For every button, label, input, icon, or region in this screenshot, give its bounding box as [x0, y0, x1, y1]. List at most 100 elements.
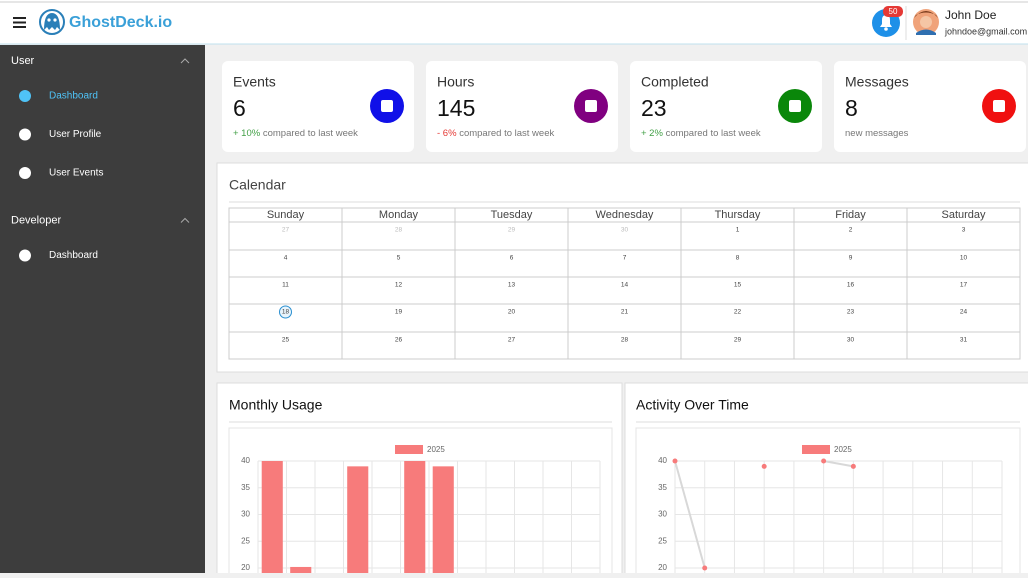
calendar-day[interactable]: 3 [962, 227, 966, 234]
calendar-day[interactable]: 17 [960, 282, 968, 289]
y-tick-label: 25 [241, 536, 250, 545]
calendar-day[interactable]: 12 [395, 282, 403, 289]
legend-label: 2025 [834, 445, 852, 454]
user-email: johndoe@gmail.com [944, 26, 1027, 36]
calendar-day[interactable]: 14 [621, 282, 629, 289]
menu-icon [19, 90, 31, 102]
stat-note-text: compared to last week [666, 128, 761, 139]
notification-count: 50 [889, 7, 898, 16]
y-tick-label: 35 [658, 483, 667, 492]
bar [347, 466, 369, 574]
menu-button[interactable] [13, 17, 26, 28]
calendar-day[interactable]: 8 [736, 255, 740, 262]
stat-change: + 10% [233, 128, 261, 139]
calendar-day[interactable]: 29 [734, 337, 742, 344]
calendar-day[interactable]: 27 [508, 337, 516, 344]
stat-note: new messages [845, 128, 909, 139]
calendar-day[interactable]: 5 [397, 255, 401, 262]
calendar-day[interactable]: 21 [621, 309, 629, 316]
stat-note: + 2% compared to last week [641, 128, 761, 139]
sidebar-menu: User Dashboard User Profile User Events Deve… [11, 55, 190, 262]
sidebar [0, 45, 205, 573]
calendar-day[interactable]: 13 [508, 282, 516, 289]
calendar-day[interactable]: 20 [508, 309, 516, 316]
weekday: Tuesday [491, 209, 533, 221]
point [850, 463, 856, 469]
calendar-day[interactable]: 27 [282, 227, 290, 234]
y-tick-label: 40 [241, 456, 250, 465]
menu-item[interactable]: Dashboard [49, 91, 98, 102]
calendar-day[interactable]: 1 [736, 227, 740, 234]
chart-title: Monthly Usage [229, 397, 323, 413]
logo-icon[interactable] [39, 9, 65, 35]
calendar-grid: Sunday Monday Tuesday Wednesday Thursday Frid… [228, 207, 1021, 360]
calendar-day[interactable]: 22 [734, 309, 742, 316]
weekday: Sunday [267, 209, 305, 221]
collapse-icon[interactable] [180, 217, 190, 223]
stat-icon-glyph [789, 100, 801, 112]
stat-value: 23 [641, 95, 667, 121]
calendar-day[interactable]: 23 [847, 309, 855, 316]
y-tick-label: 25 [658, 536, 667, 545]
calendar-day[interactable]: 15 [734, 282, 742, 289]
weekday: Wednesday [596, 209, 654, 221]
calendar-day[interactable]: 30 [847, 337, 855, 344]
stat-change: - 6% [437, 128, 457, 139]
calendar-day[interactable]: 4 [284, 255, 288, 262]
calendar-day[interactable]: 16 [847, 282, 855, 289]
stat-note-text: compared to last week [459, 128, 554, 139]
calendar-day[interactable]: 24 [960, 309, 968, 316]
menu-icon [19, 249, 31, 262]
brand[interactable]: GhostDeck.io [69, 14, 172, 31]
calendar-day[interactable]: 25 [282, 337, 290, 344]
stat-card [630, 61, 822, 152]
calendar-day[interactable]: 7 [623, 255, 627, 262]
stat-label: Hours [437, 74, 474, 90]
stat-card [222, 61, 414, 152]
calendar-day[interactable]: 26 [395, 337, 403, 344]
line [674, 460, 854, 569]
point [702, 565, 708, 571]
calendar-day[interactable]: 11 [282, 282, 289, 289]
collapse-icon[interactable] [180, 58, 190, 64]
y-tick-label: 40 [658, 456, 667, 465]
stat-card [834, 61, 1026, 152]
stat-note: + 10% compared to last week [233, 128, 358, 139]
legend-label: 2025 [427, 445, 445, 454]
calendar-day[interactable]: 31 [960, 337, 968, 344]
bar [432, 466, 454, 574]
calendar-day[interactable]: 28 [395, 227, 403, 234]
avatar[interactable] [913, 9, 939, 35]
stat-label: Completed [641, 74, 709, 90]
legend-swatch [802, 445, 830, 454]
menu-item[interactable]: User Events [49, 168, 103, 179]
calendar-day[interactable]: 19 [395, 309, 403, 316]
point [761, 463, 767, 469]
calendar-day[interactable]: 29 [508, 227, 516, 234]
notification-button[interactable] [872, 6, 903, 37]
calendar-day[interactable]: 30 [621, 227, 629, 234]
menu-item[interactable]: User Profile [49, 129, 102, 140]
section-title: Developer [11, 214, 61, 226]
calendar-day[interactable]: 6 [510, 255, 514, 262]
calendar-border [228, 207, 1021, 360]
weekday: Thursday [715, 209, 761, 221]
calendar-day[interactable]: 10 [960, 255, 968, 262]
menu-item[interactable]: Dashboard [49, 250, 98, 261]
stat-icon-glyph [381, 100, 393, 112]
bar [404, 461, 426, 574]
calendar-day[interactable]: 2 [849, 227, 853, 234]
stat-label: Messages [845, 74, 909, 90]
calendar-day[interactable]: 18 [282, 309, 290, 316]
legend-swatch [395, 445, 423, 454]
stat-note: - 6% compared to last week [437, 128, 554, 139]
calendar-day[interactable]: 28 [621, 337, 629, 344]
stat-card [426, 61, 618, 152]
calendar-day[interactable]: 9 [849, 255, 853, 262]
bar [261, 461, 283, 574]
stat-note-text: new messages [845, 128, 909, 139]
stat-value: 8 [845, 95, 858, 121]
y-tick-label: 20 [658, 563, 667, 572]
